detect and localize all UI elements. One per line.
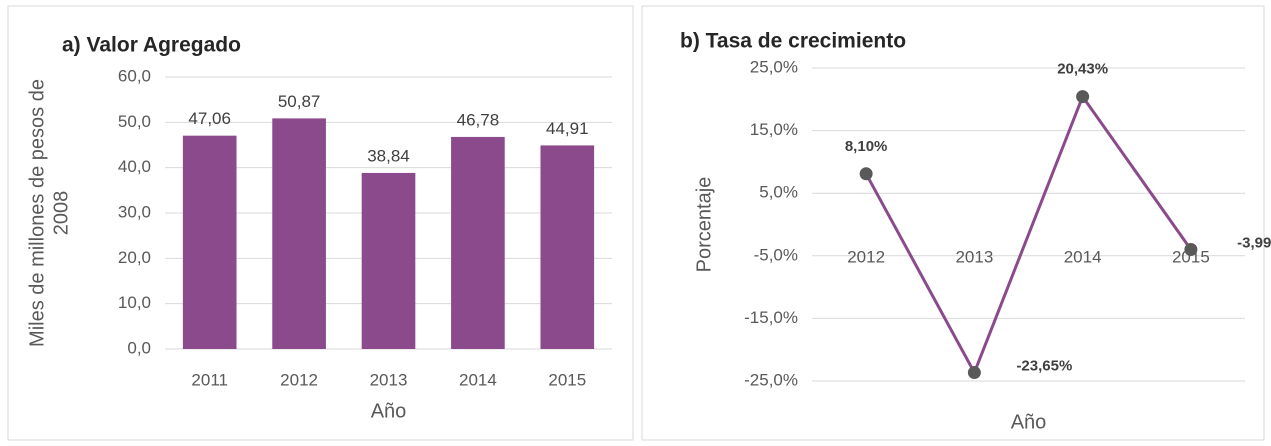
x-tick-label: 2013 (370, 370, 408, 389)
data-label: -23,65% (1016, 358, 1072, 375)
y-tick-label: 60,0 (118, 66, 151, 85)
y-tick-label: 0,0 (127, 338, 151, 357)
y-tick-label: 20,0 (118, 248, 151, 267)
x-tick-label: 2011 (191, 370, 228, 389)
y-tick-label: -15,0% (744, 308, 798, 327)
y-tick-label: 10,0 (118, 293, 151, 312)
data-label: 20,43% (1057, 61, 1108, 78)
data-label: 46,78 (457, 110, 500, 129)
y-axis-label: Miles de millones de pesos de (26, 79, 48, 347)
x-axis-label: Año (1011, 411, 1047, 433)
bar (451, 136, 505, 349)
y-tick-label: 50,0 (118, 112, 151, 131)
y-tick-label: -25,0% (744, 370, 798, 389)
bar (540, 145, 595, 349)
marker (967, 366, 981, 380)
y-tick-label: 25,0% (750, 57, 798, 76)
y-tick-label: 15,0% (750, 120, 798, 139)
marker (859, 167, 873, 181)
bar (272, 118, 326, 349)
y-axis-label: Porcentaje (693, 177, 715, 273)
x-tick-label: 2015 (1172, 247, 1210, 266)
y-tick-label: 5,0% (759, 183, 798, 202)
chart-title: a) Valor Agregado (62, 34, 241, 57)
panel (641, 5, 1265, 441)
y-tick-label: 40,0 (118, 157, 151, 176)
x-tick-label: 2014 (459, 370, 497, 389)
x-tick-label: 2014 (1064, 247, 1102, 266)
data-label: 44,91 (546, 119, 589, 138)
x-axis-label: Año (371, 400, 407, 422)
data-label: 47,06 (188, 109, 231, 128)
y-tick-label: -5,0% (754, 245, 798, 264)
line (864, 93, 1193, 377)
x-tick-label: 2012 (280, 370, 318, 389)
marker (1076, 90, 1090, 104)
bar (182, 135, 237, 349)
marker (1184, 242, 1198, 256)
chart-title: b) Tasa de crecimiento (680, 30, 906, 53)
data-label: 8,10% (845, 138, 888, 155)
bar (361, 172, 416, 349)
y-axis-label: 2008 (50, 191, 72, 236)
data-label: 38,84 (367, 146, 410, 165)
y-tick-label: 30,0 (118, 202, 151, 221)
x-tick-label: 2012 (847, 247, 885, 266)
x-tick-label: 2013 (955, 247, 993, 266)
x-tick-label: 2015 (548, 370, 586, 389)
data-label: -3,99% (1237, 234, 1271, 251)
data-label: 50,87 (278, 92, 321, 111)
